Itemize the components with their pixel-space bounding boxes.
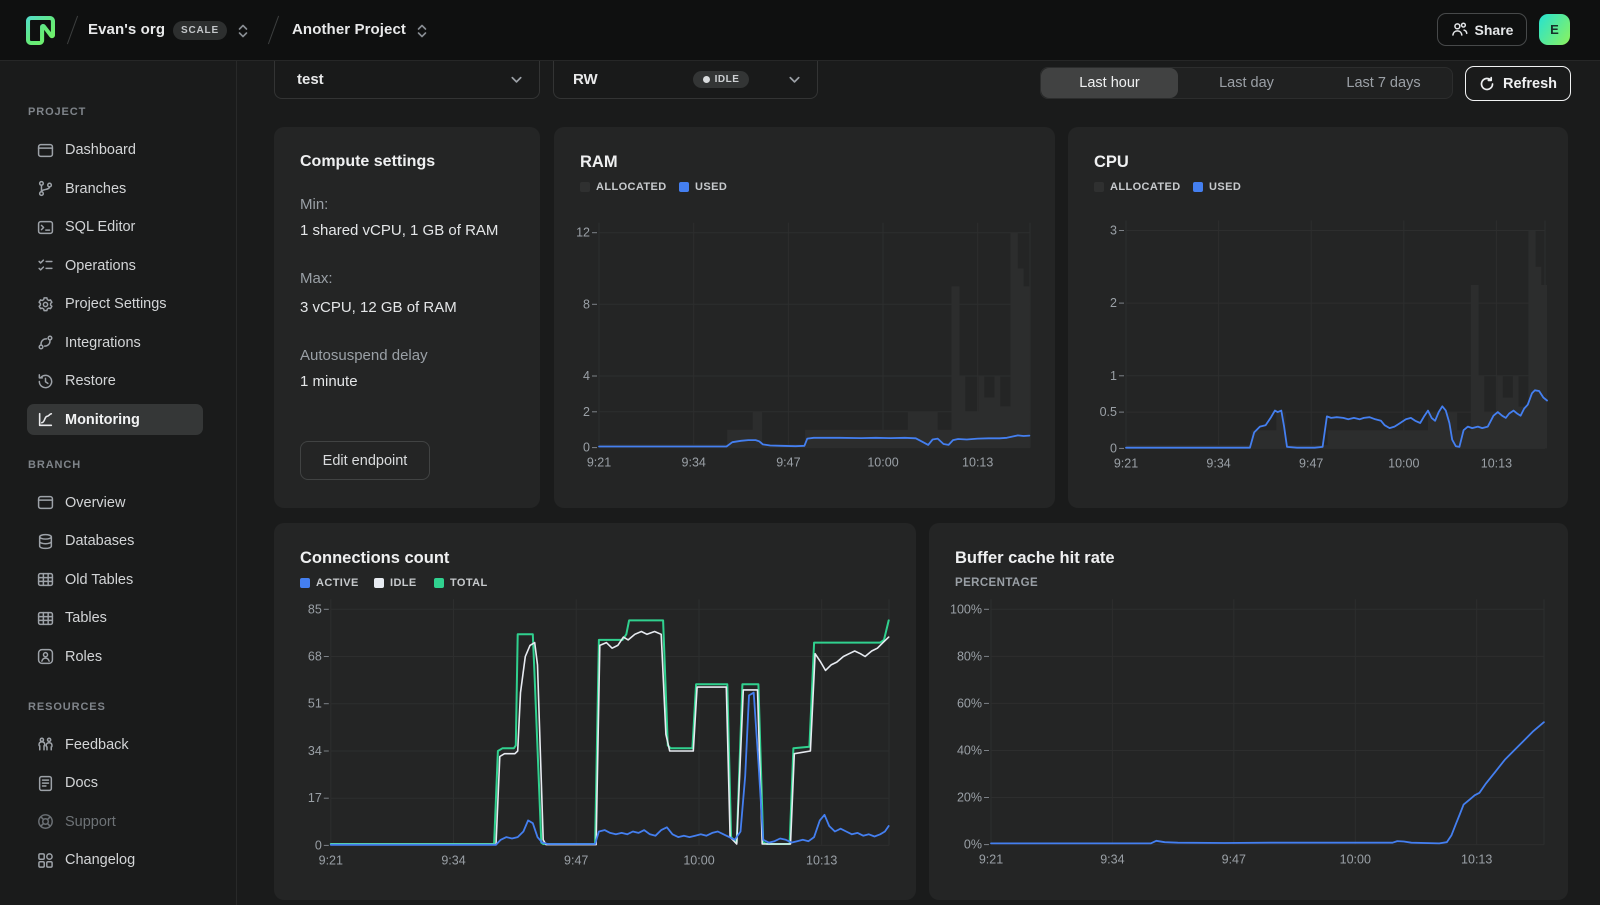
svg-text:9:21: 9:21	[1114, 456, 1138, 470]
svg-text:2: 2	[583, 405, 590, 419]
svg-text:60%: 60%	[957, 696, 982, 710]
svg-text:10:13: 10:13	[1481, 456, 1512, 470]
svg-text:10:00: 10:00	[1340, 853, 1371, 867]
svg-text:17: 17	[308, 791, 322, 805]
svg-text:1: 1	[1110, 369, 1117, 383]
svg-text:9:47: 9:47	[776, 456, 800, 470]
svg-text:9:21: 9:21	[319, 853, 343, 867]
svg-text:68: 68	[308, 650, 322, 664]
svg-text:4: 4	[583, 369, 590, 383]
svg-text:9:47: 9:47	[1299, 456, 1323, 470]
svg-text:10:13: 10:13	[1461, 853, 1492, 867]
svg-text:9:34: 9:34	[1100, 853, 1124, 867]
svg-text:9:34: 9:34	[441, 853, 465, 867]
svg-text:10:13: 10:13	[806, 853, 837, 867]
svg-text:12: 12	[576, 226, 590, 240]
svg-text:85: 85	[308, 602, 322, 616]
svg-text:3: 3	[1110, 224, 1117, 238]
svg-text:10:00: 10:00	[1388, 456, 1419, 470]
svg-text:100%: 100%	[950, 602, 982, 616]
svg-text:9:34: 9:34	[1206, 456, 1230, 470]
svg-text:20%: 20%	[957, 791, 982, 805]
svg-text:0: 0	[1110, 441, 1117, 455]
svg-text:51: 51	[308, 697, 322, 711]
svg-text:9:21: 9:21	[587, 456, 611, 470]
svg-text:0.5: 0.5	[1100, 405, 1117, 419]
svg-text:80%: 80%	[957, 649, 982, 663]
svg-text:9:47: 9:47	[564, 853, 588, 867]
svg-text:0: 0	[583, 441, 590, 455]
svg-text:10:00: 10:00	[867, 456, 898, 470]
svg-text:9:21: 9:21	[979, 853, 1003, 867]
svg-text:2: 2	[1110, 296, 1117, 310]
svg-text:9:47: 9:47	[1222, 853, 1246, 867]
svg-text:10:00: 10:00	[683, 853, 714, 867]
svg-text:0: 0	[315, 838, 322, 852]
svg-text:10:13: 10:13	[962, 456, 993, 470]
svg-text:0%: 0%	[964, 838, 982, 852]
svg-text:8: 8	[583, 297, 590, 311]
svg-text:9:34: 9:34	[682, 456, 706, 470]
svg-text:40%: 40%	[957, 744, 982, 758]
svg-text:34: 34	[308, 744, 322, 758]
